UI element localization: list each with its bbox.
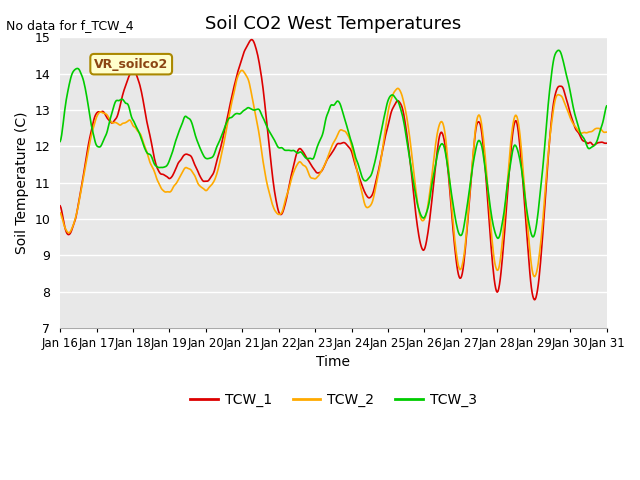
Line: TCW_3: TCW_3 — [60, 50, 607, 239]
Y-axis label: Soil Temperature (C): Soil Temperature (C) — [15, 111, 29, 254]
Title: Soil CO2 West Temperatures: Soil CO2 West Temperatures — [205, 15, 461, 33]
TCW_3 — [207, 155, 214, 161]
Text: VR_soilco2: VR_soilco2 — [94, 58, 168, 71]
TCW_1 — [66, 231, 74, 237]
TCW_3 — [56, 139, 64, 144]
TCW_2 — [66, 229, 74, 235]
TCW_2 — [531, 274, 538, 279]
TCW_2 — [122, 120, 130, 125]
TCW_2 — [417, 215, 424, 220]
TCW_2 — [56, 210, 64, 216]
TCW_1 — [56, 203, 64, 209]
TCW_3 — [494, 236, 502, 241]
TCW_3 — [178, 122, 186, 128]
Legend: TCW_1, TCW_2, TCW_3: TCW_1, TCW_2, TCW_3 — [184, 387, 483, 412]
TCW_1 — [207, 175, 214, 180]
TCW_3 — [122, 100, 130, 106]
TCW_1 — [603, 140, 611, 146]
TCW_2 — [603, 129, 611, 135]
TCW_2 — [178, 170, 186, 176]
TCW_1 — [122, 81, 130, 87]
TCW_2 — [401, 103, 408, 108]
Line: TCW_1: TCW_1 — [60, 40, 607, 300]
TCW_3 — [555, 48, 563, 53]
TCW_3 — [400, 119, 408, 124]
TCW_1 — [417, 240, 424, 246]
X-axis label: Time: Time — [316, 356, 350, 370]
TCW_1 — [531, 297, 538, 302]
TCW_1 — [248, 37, 255, 43]
TCW_3 — [603, 103, 611, 109]
TCW_2 — [207, 183, 214, 189]
TCW_3 — [66, 78, 74, 84]
TCW_1 — [178, 156, 186, 161]
Line: TCW_2: TCW_2 — [60, 71, 607, 276]
TCW_3 — [416, 209, 424, 215]
Text: No data for f_TCW_4: No data for f_TCW_4 — [6, 19, 134, 32]
TCW_1 — [401, 115, 408, 121]
TCW_2 — [238, 68, 246, 73]
